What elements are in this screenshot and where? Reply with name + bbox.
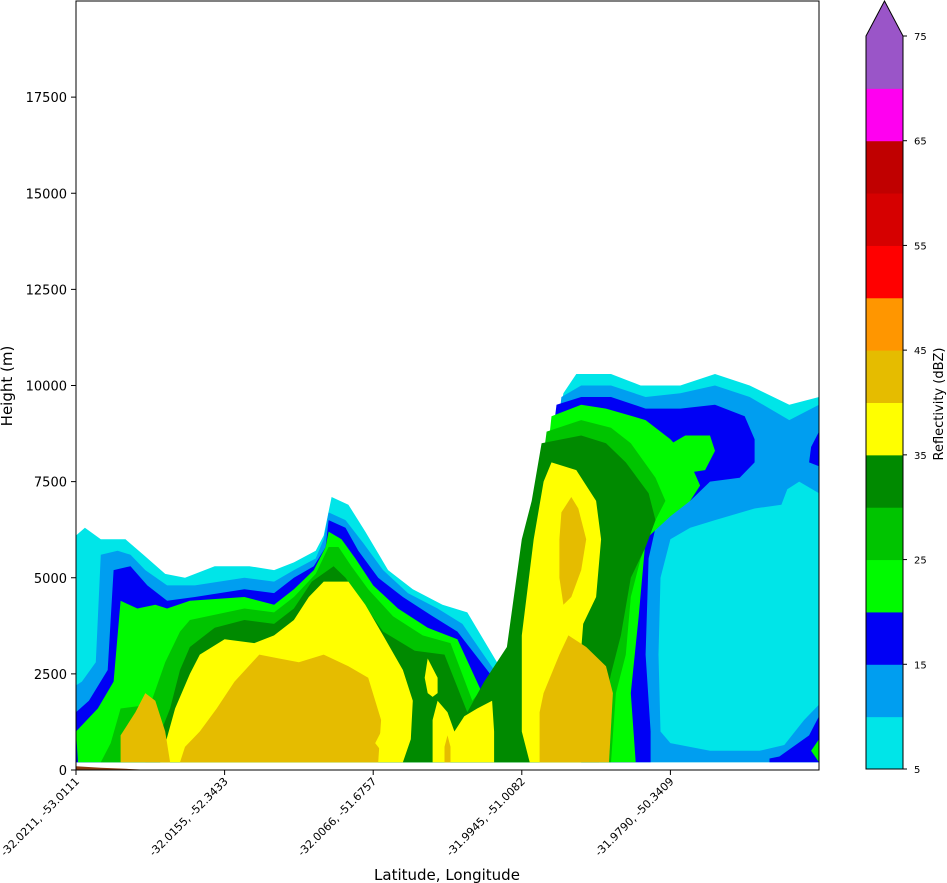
contour-fill-35dbz-16 <box>375 720 401 755</box>
colorbar-segment-10-15 <box>866 664 903 718</box>
colorbar-tick-label: 5 <box>914 765 920 776</box>
colorbar-segment-50-55 <box>866 245 903 299</box>
colorbar-segment-40-45 <box>866 350 903 403</box>
y-tick-label: 12500 <box>26 283 67 298</box>
colorbar-extend-arrow <box>866 1 903 36</box>
colorbar-outline <box>865 0 904 770</box>
contour-fill-40dbz-11 <box>180 654 382 763</box>
y-tick-label: 10000 <box>26 380 67 395</box>
colorbar-segment-45-50 <box>866 297 903 351</box>
y-tick-label: 7500 <box>34 476 67 491</box>
y-tick-label: 0 <box>59 764 67 779</box>
colorbar-segment-20-25 <box>866 559 903 613</box>
y-tick-label: 5000 <box>34 572 67 587</box>
contour-fill-40dbz-12 <box>444 735 451 763</box>
colorbar-tick-label: 65 <box>914 137 927 148</box>
contour-fills <box>76 374 819 770</box>
contour-fill-40dbz-13 <box>539 635 613 763</box>
contour-fill-20dbz-6 <box>655 435 715 474</box>
contour-fill-15dbz-3 <box>809 431 819 467</box>
colorbar-tick-label: 75 <box>914 32 927 43</box>
colorbar-tick-label: 25 <box>914 556 927 567</box>
colorbar-segment-35-40 <box>866 402 903 456</box>
contour-fill-20dbz-5 <box>811 739 819 763</box>
colorbar-tick-label: 35 <box>914 451 927 462</box>
colorbar-label: Reflectivity (dBZ) <box>932 348 947 461</box>
colorbar-segment-5-10 <box>866 716 903 770</box>
y-axis-label: Height (m) <box>0 346 16 427</box>
colorbar-segment-15-20 <box>866 611 903 665</box>
y-tick-label: 17500 <box>26 91 67 106</box>
y-axis: 0 2500 5000 7500 10000 12500 15000 17500 <box>26 91 76 779</box>
contour-fill-40dbz-14 <box>559 497 587 605</box>
colorbar-tick-label: 45 <box>914 346 927 357</box>
colorbar-ticks: 5 15 25 35 45 55 65 75 <box>903 32 927 776</box>
y-tick-label: 15000 <box>26 187 67 202</box>
contour-fill-35dbz-15 <box>424 658 438 697</box>
colorbar-tick-label: 55 <box>914 241 927 252</box>
colorbar-segment-55-60 <box>866 193 903 246</box>
contour-fill-40dbz-10 <box>120 693 171 763</box>
colorbar-segment-25-30 <box>866 507 903 561</box>
contour-fill-5dbz-17 <box>76 766 151 770</box>
x-axis-label: Latitude, Longitude <box>374 866 520 883</box>
y-tick-label: 2500 <box>34 668 67 683</box>
colorbar <box>865 0 904 770</box>
colorbar-segment-65-70 <box>866 88 903 142</box>
colorbar-segment-70-75 <box>866 36 903 89</box>
colorbar-segment-30-35 <box>866 454 903 508</box>
colorbar-tick-label: 15 <box>914 660 927 671</box>
colorbar-segment-60-65 <box>866 140 903 194</box>
